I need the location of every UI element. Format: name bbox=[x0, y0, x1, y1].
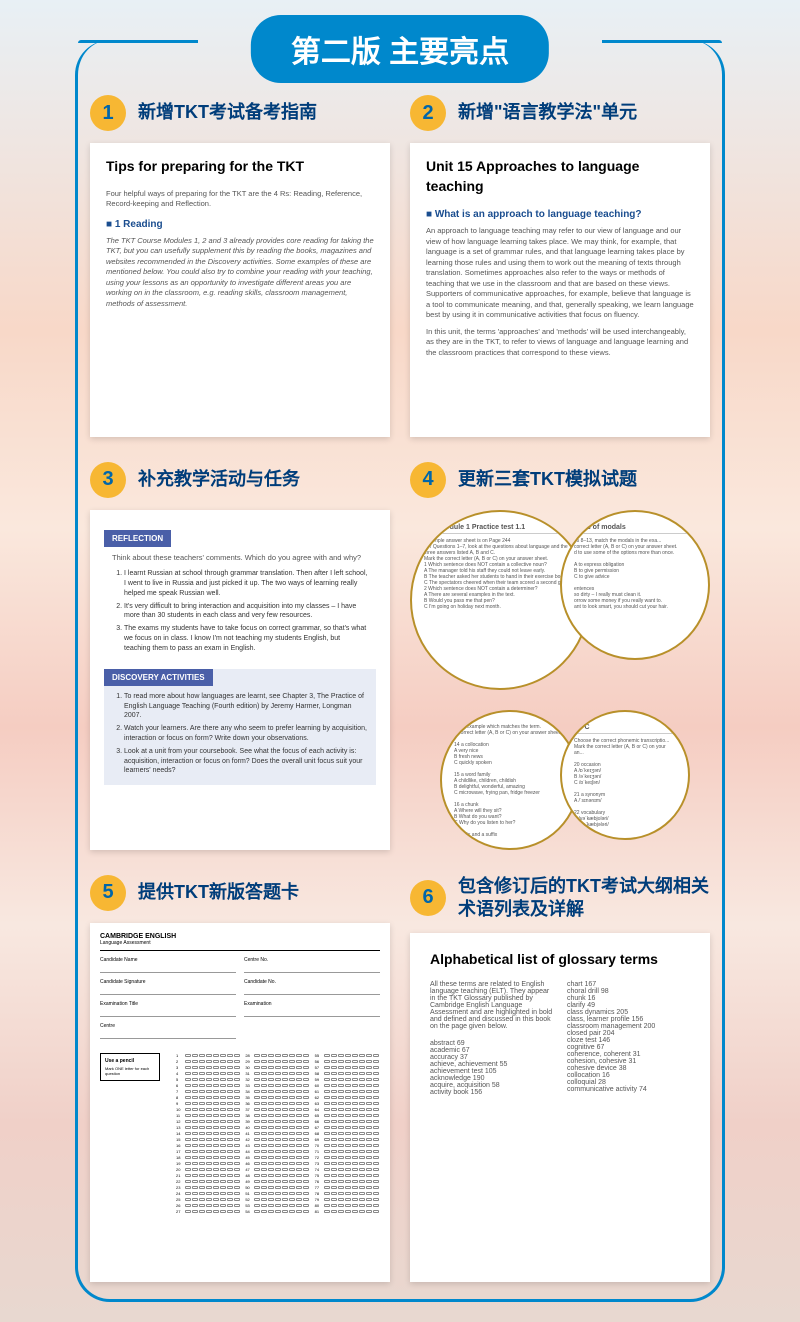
reflection-box: REFLECTION Think about these teachers' c… bbox=[104, 530, 376, 663]
discovery-box: DISCOVERY ACTIVITIES To read more about … bbox=[104, 669, 376, 786]
section-4-title: 更新三套TKT模拟试题 bbox=[458, 468, 637, 491]
sheet-header: CAMBRIDGE ENGLISH Language Assessment bbox=[100, 933, 380, 951]
discovery-list: To read more about how languages are lea… bbox=[112, 692, 368, 776]
reflection-item: The exams my students have to take focus… bbox=[124, 624, 368, 653]
circles-container: TKT Module 1 Practice test 1.1 A sample … bbox=[410, 510, 710, 850]
circle-4: nd C Choose the correct phonemic transcr… bbox=[560, 710, 690, 840]
discovery-item: Look at a unit from your coursebook. See… bbox=[124, 747, 368, 776]
reflection-item: I learnt Russian at school through gramm… bbox=[124, 569, 368, 598]
reflection-item: It's very difficult to bring interaction… bbox=[124, 602, 368, 622]
reflection-header: REFLECTION bbox=[104, 530, 171, 547]
terms-left-col: abstract 69academic 67accuracy 37achieve… bbox=[430, 1040, 553, 1096]
answer-sheet: CAMBRIDGE ENGLISH Language Assessment Ca… bbox=[90, 923, 390, 1282]
badge-3: 3 bbox=[90, 462, 126, 498]
section-1-header: 1 新增TKT考试备考指南 bbox=[90, 95, 390, 131]
section-1-card: Tips for preparing for the TKT Four help… bbox=[90, 143, 390, 437]
c1-body: A sample answer sheet is on Page 244 For… bbox=[424, 538, 576, 610]
circle-3: e the example which matches the term. e … bbox=[440, 710, 580, 850]
section-6: 6 包含修订后的TKT考试大纲相关术语列表及详解 Alphabetical li… bbox=[410, 875, 710, 1282]
card1-intro: Four helpful ways of preparing for the T… bbox=[106, 189, 374, 210]
sheet-logo-sub: Language Assessment bbox=[100, 940, 176, 946]
section-1: 1 新增TKT考试备考指南 Tips for preparing for the… bbox=[90, 95, 390, 437]
discovery-header: DISCOVERY ACTIVITIES bbox=[104, 669, 213, 686]
section-2: 2 新增"语言教学法"单元 Unit 15 Approaches to lang… bbox=[410, 95, 710, 437]
card2-body2: In this unit, the terms 'approaches' and… bbox=[426, 327, 694, 359]
card2-sub: What is an approach to language teaching… bbox=[426, 208, 694, 222]
section-1-title: 新增TKT考试备考指南 bbox=[138, 101, 317, 124]
card2-body1: An approach to language teaching may ref… bbox=[426, 226, 694, 321]
badge-2: 2 bbox=[410, 95, 446, 131]
card1-sub: 1 Reading bbox=[106, 218, 374, 232]
bubble-grid: 1234567891011121314151617181920212223242… bbox=[176, 1053, 380, 1272]
badge-4: 4 bbox=[410, 462, 446, 498]
glossary-card: Alphabetical list of glossary terms All … bbox=[410, 933, 710, 1282]
section-5-header: 5 提供TKT新版答题卡 bbox=[90, 875, 390, 911]
badge-1: 1 bbox=[90, 95, 126, 131]
section-3: 3 补充教学活动与任务 REFLECTION Think about these… bbox=[90, 462, 390, 850]
badge-5: 5 bbox=[90, 875, 126, 911]
section-2-title: 新增"语言教学法"单元 bbox=[458, 101, 637, 124]
c4-title: nd C bbox=[574, 724, 676, 734]
section-6-header: 6 包含修订后的TKT考试大纲相关术语列表及详解 bbox=[410, 875, 710, 922]
reflection-list: I learnt Russian at school through gramm… bbox=[112, 569, 368, 653]
c3-body: e the example which matches the term. e … bbox=[454, 724, 566, 838]
infographic-container: 第二版 主要亮点 1 新增TKT考试备考指南 Tips for preparin… bbox=[0, 0, 800, 1322]
card2-title: Unit 15 Approaches to language teaching bbox=[426, 157, 694, 196]
section-3-header: 3 补充教学活动与任务 bbox=[90, 462, 390, 498]
section-4-header: 4 更新三套TKT模拟试题 bbox=[410, 462, 710, 498]
sheet-logo: CAMBRIDGE ENGLISH bbox=[100, 933, 176, 940]
section-2-header: 2 新增"语言教学法"单元 bbox=[410, 95, 710, 131]
c2-body: ns 8–13, match the modals in the exa... … bbox=[574, 538, 696, 610]
card1-title: Tips for preparing for the TKT bbox=[106, 157, 374, 177]
main-title: 第二版 主要亮点 bbox=[251, 15, 549, 83]
section-5-title: 提供TKT新版答题卡 bbox=[138, 881, 299, 904]
pencil-note: Use a pencil Mark ONE letter for each qu… bbox=[100, 1053, 160, 1081]
discovery-item: To read more about how languages are lea… bbox=[124, 692, 368, 721]
terms-right-col: chart 167choral drill 98chunk 16clarify … bbox=[567, 981, 690, 1093]
section-2-card: Unit 15 Approaches to language teaching … bbox=[410, 143, 710, 437]
c4-body: Choose the correct phonemic transcriptio… bbox=[574, 738, 676, 828]
section-5: 5 提供TKT新版答题卡 CAMBRIDGE ENGLISH Language … bbox=[90, 875, 390, 1282]
card1-body: The TKT Course Modules 1, 2 and 3 alread… bbox=[106, 236, 374, 310]
sheet-fields: Candidate Name Candidate Signature Exami… bbox=[100, 957, 380, 1045]
section-4: 4 更新三套TKT模拟试题 TKT Module 1 Practice test… bbox=[410, 462, 710, 850]
circle-2: Uses of modals ns 8–13, match the modals… bbox=[560, 510, 710, 660]
c1-title: TKT Module 1 Practice test 1.1 bbox=[424, 524, 576, 534]
reflection-intro: Think about these teachers' comments. Wh… bbox=[112, 553, 368, 564]
sections-grid: 1 新增TKT考试备考指南 Tips for preparing for the… bbox=[90, 95, 710, 1282]
section-3-card: REFLECTION Think about these teachers' c… bbox=[90, 510, 390, 850]
section-6-title: 包含修订后的TKT考试大纲相关术语列表及详解 bbox=[458, 875, 710, 922]
badge-6: 6 bbox=[410, 880, 446, 916]
glossary-intro: All these terms are related to English l… bbox=[430, 981, 553, 1030]
c2-title: Uses of modals bbox=[574, 524, 696, 534]
glossary-title: Alphabetical list of glossary terms bbox=[430, 951, 690, 967]
section-3-title: 补充教学活动与任务 bbox=[138, 468, 300, 491]
discovery-item: Watch your learners. Are there any who s… bbox=[124, 724, 368, 744]
